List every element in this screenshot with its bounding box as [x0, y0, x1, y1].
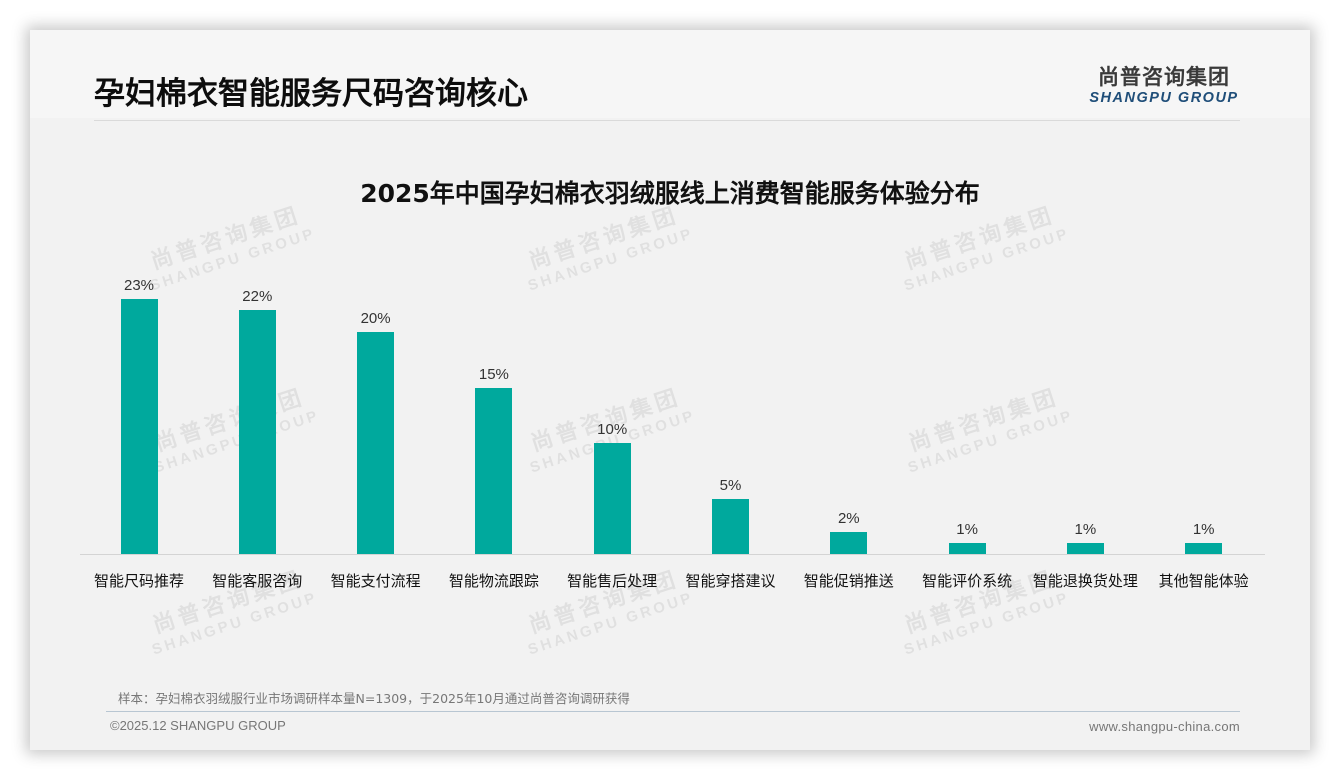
category-label: 智能售后处理 — [567, 572, 658, 590]
bar-value-label: 22% — [242, 288, 273, 305]
bar-value-label: 1% — [956, 521, 978, 538]
bar-value-label: 23% — [123, 277, 155, 294]
category-label: 智能物流跟踪 — [448, 572, 539, 590]
logo-english-text: SHANGPU GROUP — [1089, 90, 1239, 106]
bar — [120, 299, 158, 554]
bar-chart: 23% 22% 20% 15% 10% 5% 2% 1% 1% 1% — [80, 230, 1265, 585]
bar — [1185, 543, 1223, 554]
bar-value-label: 20% — [360, 310, 391, 327]
category-label: 智能促销推送 — [803, 572, 894, 590]
category-label: 智能评价系统 — [922, 572, 1013, 590]
bar — [357, 332, 395, 554]
category-label: 其他智能体验 — [1158, 572, 1249, 590]
category-label: 智能客服咨询 — [212, 572, 303, 590]
x-axis-line — [80, 554, 1265, 555]
bar-value-label: 10% — [597, 421, 628, 438]
sample-note: 样本：孕妇棉衣羽绒服行业市场调研样本量N=1309，于2025年10月通过尚普咨… — [118, 691, 630, 706]
category-label: 智能退换货处理 — [1032, 572, 1138, 590]
bar-value-label: 5% — [719, 477, 742, 494]
bar-value-label: 15% — [478, 366, 509, 383]
page-title: 孕妇棉衣智能服务尺码咨询核心 — [94, 76, 528, 112]
slide-card: 孕妇棉衣智能服务尺码咨询核心 尚普咨询集团 SHANGPU GROUP 尚普咨询… — [30, 30, 1310, 750]
category-label: 智能支付流程 — [330, 572, 421, 590]
header-band — [30, 30, 1310, 118]
bar-value-label: 2% — [837, 510, 860, 527]
category-label: 智能尺码推荐 — [93, 572, 184, 590]
bar — [830, 532, 868, 554]
category-label: 智能穿搭建议 — [685, 572, 776, 590]
bar — [948, 543, 986, 554]
bar-value-label: 1% — [1192, 521, 1215, 538]
website-link[interactable]: www.shangpu-china.com — [1089, 719, 1240, 734]
bar-value-label: 1% — [1074, 521, 1097, 538]
bar — [712, 499, 749, 554]
company-logo: 尚普咨询集团 SHANGPU GROUP — [1088, 64, 1240, 106]
header-divider — [94, 120, 1240, 121]
bar — [593, 443, 631, 554]
bar — [475, 388, 513, 554]
copyright: ©2025.12 SHANGPU GROUP — [110, 718, 286, 733]
logo-chinese-text: 尚普咨询集团 — [1098, 65, 1230, 89]
bar — [1066, 543, 1104, 554]
chart-title: 2025年中国孕妇棉衣羽绒服线上消费智能服务体验分布 — [360, 179, 980, 208]
bar — [238, 310, 276, 554]
footer-divider — [106, 711, 1240, 712]
